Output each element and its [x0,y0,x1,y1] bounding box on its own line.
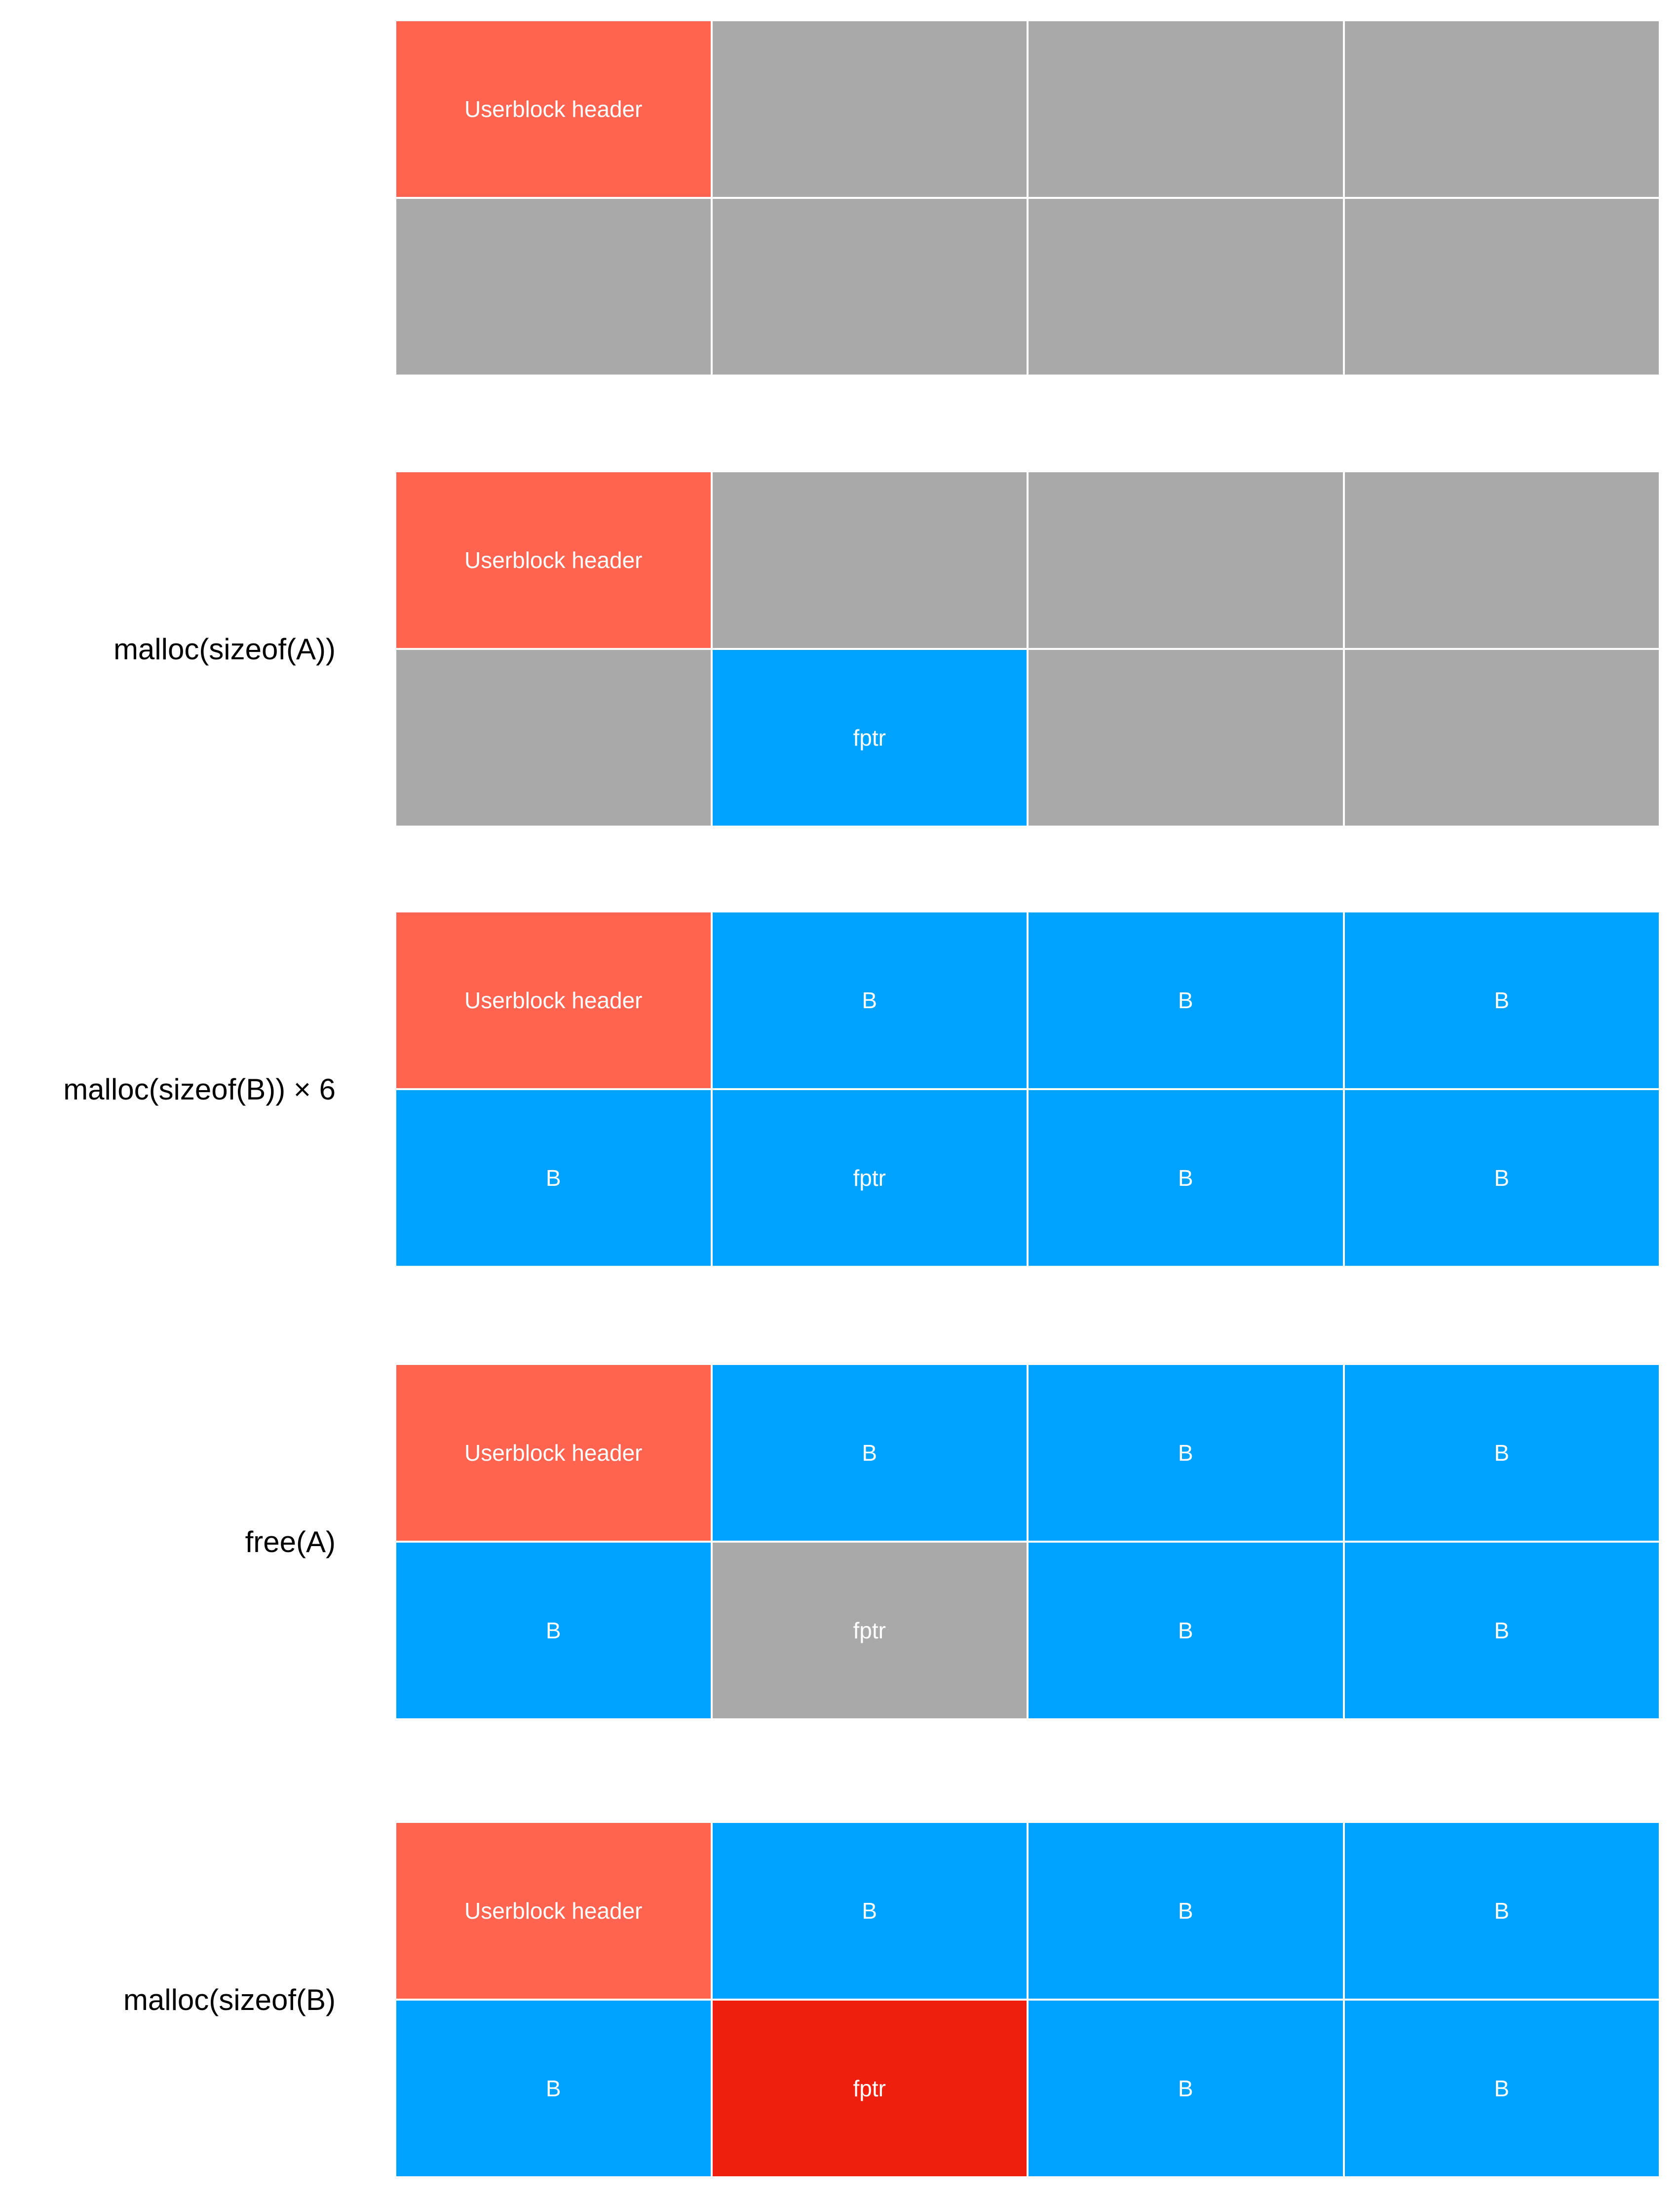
userblock-grid: Userblock header fptr [396,472,1659,826]
userblock-header-cell: Userblock header [396,1823,711,1999]
chunk-cell: B [1029,1823,1343,1999]
chunk-cell: B [1344,912,1659,1088]
chunk-cell [1029,650,1343,826]
userblock-header-cell: Userblock header [396,1365,711,1541]
userblock-header-cell: Userblock header [396,912,711,1088]
chunk-cell [396,650,711,826]
chunk-cell: B [396,2001,711,2176]
step-label: malloc(sizeof(A)) [113,632,336,666]
chunk-cell: B [1344,1543,1659,1718]
heap-step-initial: Userblock header [0,21,1680,375]
chunk-cell: B [1344,1090,1659,1266]
chunk-cell: B [396,1543,711,1718]
chunk-cell [712,21,1027,197]
chunk-cell [1344,472,1659,648]
chunk-cell [712,472,1027,648]
step-label: malloc(sizeof(B)) × 6 [63,1072,336,1106]
chunk-cell: B [1344,1823,1659,1999]
chunk-cell: B [1029,1543,1343,1718]
heap-step-malloc-b-x6: malloc(sizeof(B)) × 6 Userblock header B… [0,912,1680,1266]
heap-step-free-a: free(A) Userblock header B B B B fptr B … [0,1365,1680,1718]
chunk-cell: B [1029,912,1343,1088]
heap-step-malloc-a: malloc(sizeof(A)) Userblock header fptr [0,472,1680,826]
fptr-chunk-cell: fptr [712,650,1027,826]
userblock-grid: Userblock header B B B B fptr B B [396,912,1659,1266]
chunk-cell [1344,199,1659,375]
fptr-chunk-cell: fptr [712,1543,1027,1718]
heap-step-malloc-b: malloc(sizeof(B) Userblock header B B B … [0,1823,1680,2176]
chunk-cell [1029,21,1343,197]
userblock-grid: Userblock header B B B B fptr B B [396,1365,1659,1718]
userblock-grid: Userblock header [396,21,1659,375]
fptr-chunk-cell: fptr [712,2001,1027,2176]
chunk-cell: B [712,1365,1027,1541]
chunk-cell [1029,199,1343,375]
chunk-cell: B [712,912,1027,1088]
userblock-header-cell: Userblock header [396,21,711,197]
chunk-cell: B [1029,2001,1343,2176]
chunk-cell: B [1029,1365,1343,1541]
step-label: malloc(sizeof(B) [123,1983,336,2016]
step-label [0,21,336,375]
chunk-cell: B [396,1090,711,1266]
userblock-header-cell: Userblock header [396,472,711,648]
userblock-grid: Userblock header B B B B fptr B B [396,1823,1659,2176]
chunk-cell [1029,472,1343,648]
chunk-cell [712,199,1027,375]
step-label: free(A) [245,1525,336,1558]
chunk-cell [1344,650,1659,826]
chunk-cell [396,199,711,375]
chunk-cell: B [1344,1365,1659,1541]
chunk-cell: B [1029,1090,1343,1266]
chunk-cell: B [1344,2001,1659,2176]
chunk-cell [1344,21,1659,197]
chunk-cell: B [712,1823,1027,1999]
fptr-chunk-cell: fptr [712,1090,1027,1266]
